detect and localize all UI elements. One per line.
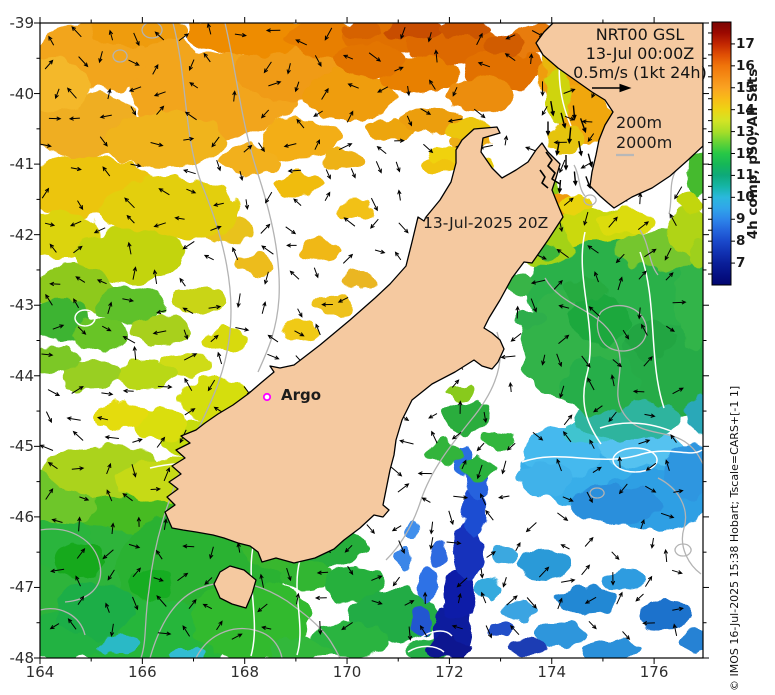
y-tick-label: -48 [9,649,35,667]
colorbar-tick-label: 16 [736,57,755,74]
contour-2000m-label: 2000m [616,133,673,152]
x-tick-label: 172 [435,663,464,681]
x-tick-label: 166 [128,663,157,681]
colorbar-tick-label: 9 [736,211,746,228]
x-tick-label: 164 [25,663,55,681]
colorbar-tick-label: 14 [736,101,755,118]
south-island [164,126,564,564]
x-tick-label: 168 [230,663,259,681]
stewart-island [213,565,257,609]
y-tick-label: -45 [9,437,35,456]
colorbar-tick-label: 11 [736,167,755,184]
scale-arrow [592,83,632,93]
colorbar-tick-label: 12 [736,145,755,162]
colorbar-ticks [708,32,735,275]
x-tick-label: 176 [639,663,669,681]
run-name: NRT00 GSL [595,25,685,44]
run-annotation: NRT00 GSL 13-Jul 00:00Z 0.5m/s (1kt 24h) [573,25,707,82]
y-tick-label: -39 [9,14,35,32]
colorbar-tick-label: 15 [736,79,755,96]
x-tick-label: 174 [537,663,567,681]
colorbar-tick-label: 8 [736,233,746,250]
x-tick-label: 170 [332,663,362,681]
colorbar-gradient [711,21,732,286]
colorbar-tick-label: 13 [736,123,755,140]
colorbar-tick-label: 10 [736,189,755,206]
argo-marker [262,392,272,402]
y-tick-label: -42 [9,225,35,244]
argo-label: Argo [281,386,322,404]
contour-200m-label: 200m [616,113,663,132]
colorbar-tick-label: 7 [736,255,746,272]
y-tick-label: -46 [9,507,35,526]
colorbar-tick-label: 17 [736,35,755,52]
y-tick-label: -47 [9,578,35,597]
y-tick-label: -40 [9,84,35,103]
y-tick-label: -44 [9,366,35,385]
y-tick-label: -41 [9,155,35,174]
attribution: © IMOS 16-Jul-2025 15:38 Hobart; Tscale=… [728,385,741,691]
land [164,23,703,609]
composite-date-label: 13-Jul-2025 20Z [423,214,549,232]
velocity-scale-label: 0.5m/s (1kt 24h) [573,63,707,82]
north-island [535,23,703,209]
run-time: 13-Jul 00:00Z [585,44,695,63]
y-tick-label: -43 [9,296,35,315]
colorbar [708,21,735,286]
